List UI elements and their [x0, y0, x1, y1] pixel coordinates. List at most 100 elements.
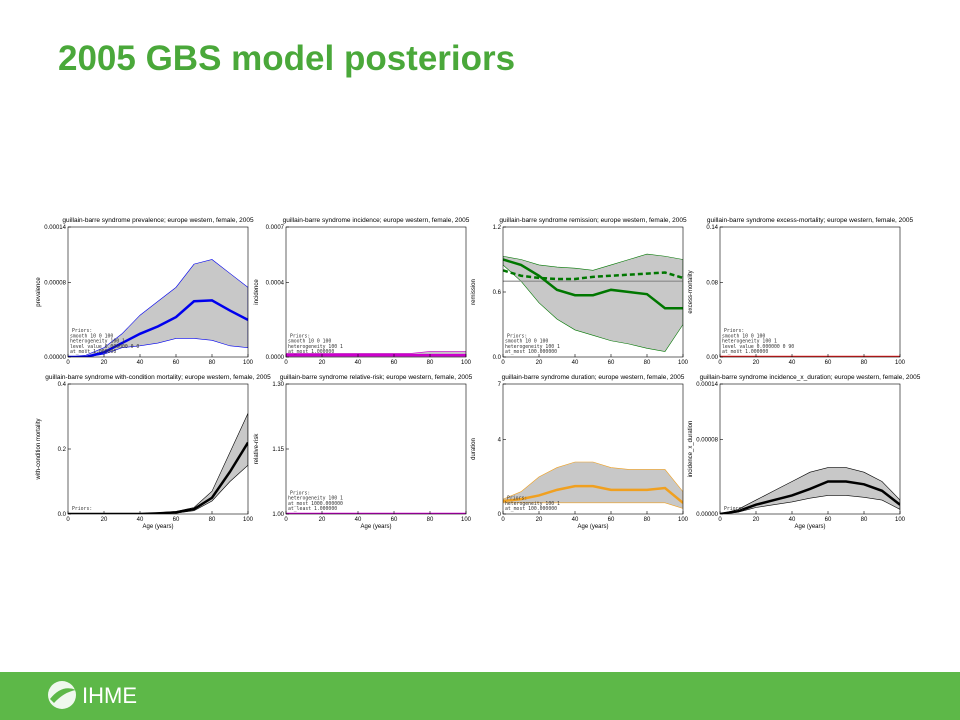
- x-tick-label: 20: [101, 517, 108, 523]
- x-tick-label: 40: [355, 360, 362, 366]
- plot-area: [286, 227, 466, 357]
- x-tick-label: 20: [319, 517, 326, 523]
- priors-text: heterogeneity 100 1: [505, 501, 560, 507]
- x-tick-label: 0: [501, 517, 505, 523]
- logo: IHME: [48, 681, 137, 709]
- y-tick-label: 0.0: [58, 512, 67, 518]
- logo-swoosh: [50, 688, 76, 703]
- chart: guillain-barre syndrome excess-mortality…: [688, 217, 914, 366]
- chart: guillain-barre syndrome with-condition m…: [36, 374, 271, 530]
- x-tick-label: 60: [825, 360, 832, 366]
- x-tick-label: 20: [536, 360, 543, 366]
- priors-text: at_most 1.000000: [70, 349, 116, 355]
- chart: guillain-barre syndrome remission; europ…: [471, 217, 689, 366]
- y-axis-label: remission: [471, 279, 477, 305]
- uncertainty-band: [68, 259, 248, 357]
- x-tick-label: 100: [243, 360, 254, 366]
- y-tick-label: 0.00000: [696, 512, 718, 518]
- y-axis-label: incidence_x_duration: [688, 421, 694, 478]
- priors-text: at_most 100.000000: [505, 349, 557, 355]
- chart-title: guillain-barre syndrome incidence; europ…: [283, 217, 470, 224]
- x-tick-label: 20: [536, 517, 543, 523]
- x-tick-label: 60: [173, 517, 180, 523]
- chart-title: guillain-barre syndrome remission; europ…: [499, 217, 687, 224]
- priors-text: Priors:: [507, 496, 527, 502]
- plot-area: [68, 384, 248, 514]
- x-tick-label: 60: [391, 360, 398, 366]
- x-axis-label: Age (years): [577, 524, 608, 530]
- plot-frame: [719, 226, 901, 358]
- x-tick-label: 0: [284, 360, 288, 366]
- x-tick-label: 80: [209, 517, 216, 523]
- series-line: [68, 441, 248, 514]
- chart-title: guillain-barre syndrome duration; europe…: [502, 374, 685, 381]
- y-tick-label: 1.30: [272, 382, 284, 388]
- logo-text: IHME: [82, 683, 137, 708]
- y-tick-label: 0.00008: [44, 281, 66, 287]
- x-tick-label: 60: [608, 360, 615, 366]
- x-tick-label: 0: [718, 517, 722, 523]
- y-tick-label: 0.00014: [696, 382, 718, 388]
- x-tick-label: 0: [501, 360, 505, 366]
- y-tick-label: 0.6: [493, 290, 502, 296]
- plot: [286, 351, 466, 357]
- x-tick-label: 100: [678, 517, 689, 523]
- series-line: [503, 269, 683, 281]
- x-tick-label: 40: [137, 360, 144, 366]
- y-tick-label: 0.00000: [44, 355, 66, 361]
- x-tick-label: 40: [137, 517, 144, 523]
- x-tick-label: 20: [101, 360, 108, 366]
- chart: guillain-barre syndrome incidence; europ…: [254, 217, 472, 366]
- priors-text: smooth 10 0 100: [722, 333, 765, 339]
- footer-bar: [0, 672, 960, 720]
- x-tick-label: 80: [861, 517, 868, 523]
- priors-text: smooth 10 0 100: [70, 333, 113, 339]
- priors-text: at_most 100.000000: [505, 506, 557, 512]
- x-tick-label: 80: [861, 360, 868, 366]
- y-tick-label: 0.08: [706, 281, 718, 287]
- x-tick-label: 20: [753, 360, 760, 366]
- plot-frame: [285, 226, 467, 358]
- priors-text: level_value 0.000000 0 90: [722, 344, 794, 350]
- y-tick-label: 0.4: [58, 382, 67, 388]
- x-tick-label: 40: [789, 360, 796, 366]
- chart-title: guillain-barre syndrome incidence_x_dura…: [700, 374, 921, 381]
- priors-text: at_most 1000.000000: [288, 501, 343, 507]
- y-tick-label: 0.14: [706, 225, 718, 231]
- chart: guillain-barre syndrome duration; europe…: [471, 374, 689, 530]
- charts: guillain-barre syndrome prevalence; euro…: [36, 217, 921, 530]
- x-tick-label: 0: [66, 360, 70, 366]
- y-tick-label: 0.0: [493, 355, 502, 361]
- priors-text: heterogeneity 100 1: [70, 339, 125, 345]
- y-tick-label: 0.00: [706, 355, 718, 361]
- plot-area: [286, 384, 466, 514]
- priors-text: at_most 1.000000: [722, 349, 768, 355]
- priors-text: Priors:: [724, 506, 744, 512]
- x-tick-label: 0: [284, 517, 288, 523]
- y-tick-label: 0: [498, 512, 502, 518]
- x-tick-label: 60: [608, 517, 615, 523]
- y-tick-label: 0.0000: [266, 355, 285, 361]
- x-tick-label: 100: [243, 517, 254, 523]
- x-tick-label: 80: [427, 517, 434, 523]
- y-tick-label: 0.0007: [266, 225, 285, 231]
- y-tick-label: 1.00: [272, 512, 284, 518]
- priors-text: level_value 0.000000 0 0: [70, 344, 139, 350]
- x-tick-label: 80: [644, 360, 651, 366]
- x-tick-label: 0: [718, 360, 722, 366]
- x-tick-label: 80: [427, 360, 434, 366]
- chart-title: guillain-barre syndrome prevalence; euro…: [62, 217, 254, 224]
- plot: [503, 253, 683, 352]
- x-tick-label: 40: [572, 360, 579, 366]
- priors-text: Priors:: [724, 328, 744, 334]
- priors-text: at_most 1.000000: [288, 349, 334, 355]
- x-tick-label: 60: [391, 517, 398, 523]
- y-tick-label: 0.0004: [266, 281, 285, 287]
- y-axis-label: prevalence: [36, 277, 42, 307]
- priors-text: Priors:: [290, 333, 310, 339]
- chart: guillain-barre syndrome incidence_x_dura…: [688, 374, 921, 530]
- series-line: [503, 258, 683, 310]
- y-tick-label: 4: [498, 438, 502, 444]
- chart: guillain-barre syndrome relative-risk; e…: [254, 374, 473, 530]
